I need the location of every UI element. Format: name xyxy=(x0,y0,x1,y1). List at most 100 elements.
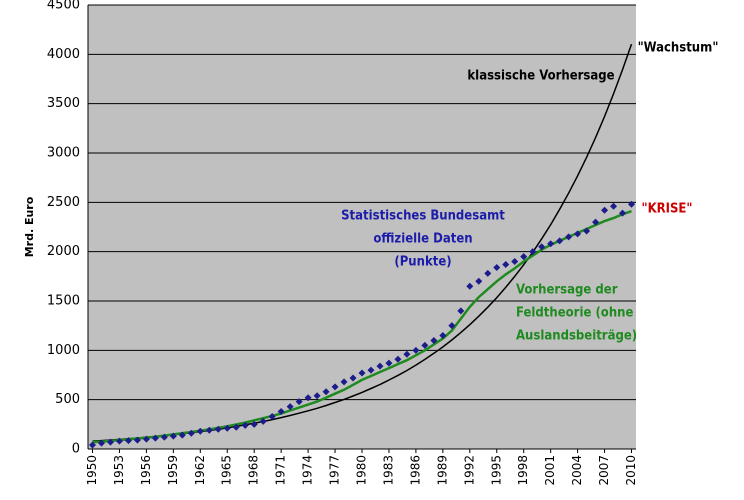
x-tick-label: 1968 xyxy=(247,455,261,486)
annotation: "KRISE" xyxy=(641,202,692,217)
data-point xyxy=(601,206,609,214)
y-axis-label: Mrd. Euro xyxy=(23,196,36,257)
data-point xyxy=(430,336,438,344)
data-point xyxy=(124,437,132,445)
data-point xyxy=(115,437,123,445)
data-point xyxy=(187,429,195,437)
x-tick-label: 1977 xyxy=(328,455,342,486)
x-tick-label: 1962 xyxy=(193,455,207,486)
data-point xyxy=(169,432,177,440)
data-point xyxy=(358,369,366,377)
x-tick-label: 1980 xyxy=(355,455,369,486)
data-point xyxy=(583,227,591,235)
data-point xyxy=(619,209,627,217)
annotation: klassische Vorhersage xyxy=(467,69,614,84)
data-point xyxy=(295,398,303,406)
x-tick-label: 1971 xyxy=(274,455,288,486)
x-tick-label: 1995 xyxy=(489,455,503,486)
y-tick-label: 500 xyxy=(55,392,80,407)
data-point xyxy=(520,253,528,261)
y-tick-label: 4500 xyxy=(47,0,80,13)
x-tick-label: 1983 xyxy=(381,455,395,486)
data-point xyxy=(151,434,159,442)
y-tick-label: 0 xyxy=(72,442,80,457)
data-point xyxy=(277,408,285,416)
data-point xyxy=(241,421,249,429)
data-point xyxy=(547,240,555,248)
data-point xyxy=(160,433,168,441)
x-tick-label: 1986 xyxy=(408,455,422,486)
x-tick-label: 1998 xyxy=(516,455,530,486)
annotation: Statistisches Bundesamt xyxy=(341,209,505,224)
data-point xyxy=(367,366,375,374)
data-point xyxy=(511,258,519,266)
data-point xyxy=(457,307,465,315)
data-point xyxy=(574,230,582,238)
y-tick-label: 4000 xyxy=(47,47,80,62)
data-point xyxy=(178,431,186,439)
x-tick-label: 2007 xyxy=(597,455,611,486)
y-tick-label: 1000 xyxy=(47,343,80,358)
x-tick-label: 1953 xyxy=(112,455,126,486)
data-point xyxy=(133,436,141,444)
x-tick-label: 1956 xyxy=(139,455,153,486)
data-point xyxy=(376,362,384,370)
data-point xyxy=(610,202,618,210)
data-point xyxy=(142,435,150,443)
x-tick-label: 1989 xyxy=(435,455,449,486)
data-point xyxy=(349,374,357,382)
data-point xyxy=(106,438,114,446)
data-point xyxy=(421,341,429,349)
y-tick-label: 2500 xyxy=(47,195,80,210)
data-point xyxy=(331,383,339,391)
x-tick-label: 2004 xyxy=(570,455,584,486)
data-point xyxy=(538,243,546,251)
data-point xyxy=(196,427,204,435)
data-point xyxy=(268,412,276,420)
annotation: "Wachstum" xyxy=(638,41,719,56)
x-tick-label: 1965 xyxy=(220,455,234,486)
data-point xyxy=(529,248,537,256)
x-tick-label: 1992 xyxy=(462,455,476,486)
annotation: (Punkte) xyxy=(394,255,451,270)
data-point xyxy=(232,423,240,431)
data-point xyxy=(286,403,294,411)
data-point xyxy=(484,269,492,277)
x-tick-label: 1959 xyxy=(166,455,180,486)
data-point xyxy=(556,237,564,245)
data-point xyxy=(214,425,222,433)
data-point xyxy=(250,420,258,428)
data-point xyxy=(223,424,231,432)
data-point xyxy=(394,355,402,363)
data-point xyxy=(340,378,348,386)
y-tick-label: 3000 xyxy=(47,146,80,161)
data-point xyxy=(448,322,456,330)
x-tick-label: 2001 xyxy=(543,455,557,486)
data-point xyxy=(565,233,573,241)
y-tick-label: 3500 xyxy=(47,96,80,111)
data-point xyxy=(439,332,447,340)
x-tick-label: 2010 xyxy=(624,455,638,486)
data-point xyxy=(97,439,105,447)
annotation: Vorhersage der xyxy=(516,283,618,298)
data-point xyxy=(493,263,501,271)
data-point xyxy=(412,346,420,354)
y-tick-label: 1500 xyxy=(47,294,80,309)
data-point xyxy=(88,441,96,449)
data-point xyxy=(466,282,474,290)
data-point xyxy=(322,388,330,396)
annotation: Auslandsbeiträge) xyxy=(516,329,637,344)
data-point xyxy=(502,260,510,268)
data-point xyxy=(304,394,312,402)
data-point xyxy=(475,277,483,285)
x-tick-label: 1974 xyxy=(301,455,315,486)
data-point xyxy=(628,200,636,208)
x-tick-label: 1950 xyxy=(85,455,99,486)
y-tick-label: 2000 xyxy=(47,244,80,259)
data-point xyxy=(592,218,600,226)
annotation: Feldtheorie (ohne xyxy=(516,306,633,321)
data-point xyxy=(403,350,411,358)
data-point xyxy=(313,392,321,400)
annotation: offizielle Daten xyxy=(373,232,472,247)
